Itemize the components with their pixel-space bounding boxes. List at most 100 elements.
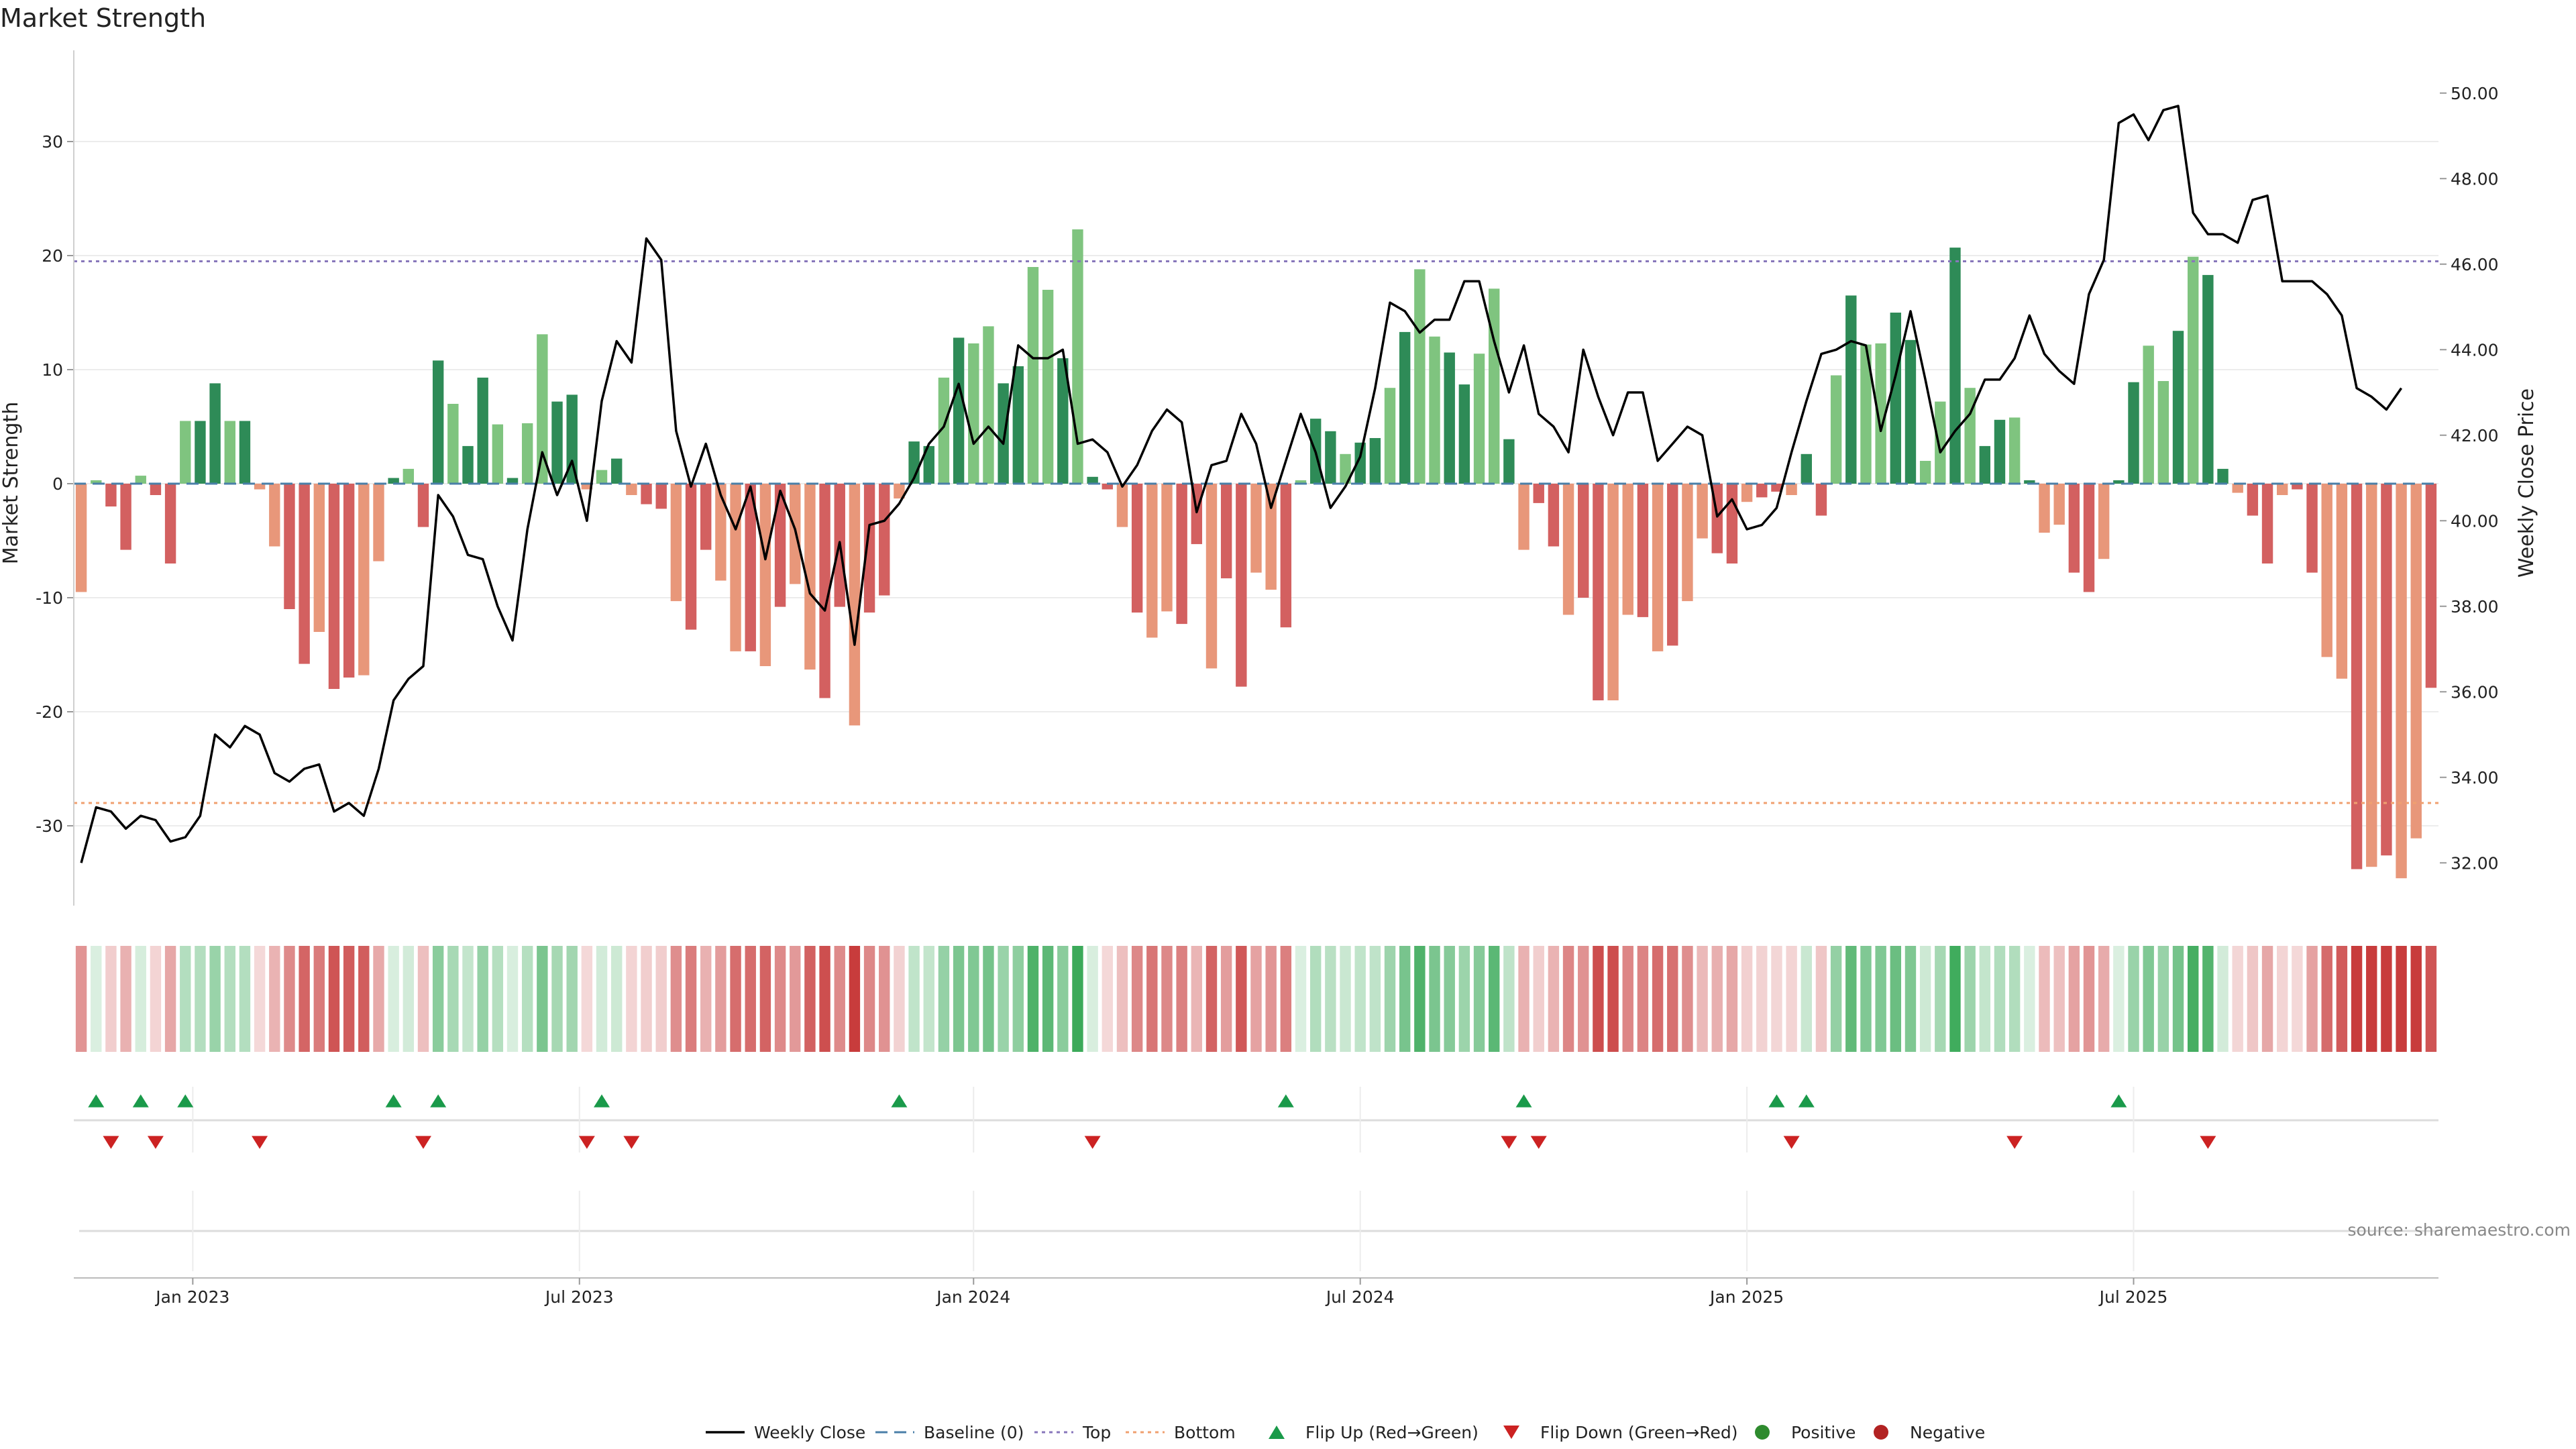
- strength-bar: [2098, 484, 2110, 559]
- heat-cell: [1949, 946, 1961, 1052]
- strength-bar: [1042, 290, 1054, 484]
- strength-bar: [1236, 484, 1247, 687]
- strength-bar: [700, 484, 712, 550]
- heat-cell: [2083, 946, 2095, 1052]
- strength-bar: [343, 484, 355, 678]
- heat-cell: [328, 946, 340, 1052]
- strength-bar: [566, 394, 578, 484]
- heat-cell: [1964, 946, 1976, 1052]
- y2-tick-label: 38.00: [2451, 597, 2499, 616]
- heat-cell: [135, 946, 146, 1052]
- strength-bar: [1682, 484, 1693, 602]
- strength-bar: [284, 484, 295, 609]
- strength-bar: [1815, 484, 1827, 516]
- heat-cell: [1384, 946, 1396, 1052]
- heat-cell: [2321, 946, 2332, 1052]
- strength-bar: [1146, 484, 1158, 638]
- strength-bar: [2113, 480, 2125, 484]
- heat-cell: [700, 946, 712, 1052]
- strength-bar: [1057, 358, 1069, 484]
- heat-cell: [819, 946, 830, 1052]
- heat-cell: [105, 946, 117, 1052]
- legend-label: Weekly Close: [754, 1423, 865, 1442]
- heat-cell: [1518, 946, 1529, 1052]
- heat-cell: [1250, 946, 1262, 1052]
- strength-bar: [1518, 484, 1529, 550]
- strength-bar: [1890, 313, 1902, 484]
- source-label: source: sharemaestro.com: [2348, 1220, 2571, 1240]
- heat-cell: [923, 946, 934, 1052]
- flip-down-marker: [252, 1136, 268, 1149]
- strength-bar: [1756, 484, 1768, 498]
- strength-bar: [968, 343, 979, 484]
- heat-cell: [1309, 946, 1322, 1052]
- heat-cell: [670, 946, 682, 1052]
- strength-bar: [879, 484, 890, 596]
- strength-bar: [923, 445, 934, 484]
- heat-cell: [1042, 946, 1054, 1052]
- strength-bar: [1935, 401, 1946, 484]
- strength-bar: [1786, 484, 1797, 495]
- heat-cell: [1801, 946, 1812, 1052]
- flip-up-marker: [430, 1094, 447, 1108]
- strength-bar: [1607, 484, 1619, 700]
- strength-bar: [1830, 375, 1842, 484]
- heat-cell: [938, 946, 950, 1052]
- strength-bar: [1369, 438, 1381, 484]
- heat-cell: [908, 946, 920, 1052]
- flip-down-marker: [103, 1136, 119, 1149]
- heat-cell: [953, 946, 965, 1052]
- strength-bar: [2261, 484, 2273, 564]
- heat-cell: [1935, 946, 1946, 1052]
- strength-bar: [983, 326, 994, 484]
- heat-cell: [2098, 946, 2110, 1052]
- legend-label: Baseline (0): [924, 1423, 1024, 1442]
- strength-bar: [1384, 388, 1396, 484]
- heat-cell: [2068, 946, 2080, 1052]
- strength-bar: [1116, 484, 1128, 527]
- strength-bar: [328, 484, 340, 689]
- strength-bar: [1875, 343, 1886, 484]
- heat-cell: [1205, 946, 1218, 1052]
- heat-cell: [1562, 946, 1574, 1052]
- heat-cell: [968, 946, 979, 1052]
- y-tick-label: -20: [36, 702, 63, 722]
- heat-cell: [1444, 946, 1455, 1052]
- x-tick-label: Jul 2025: [2098, 1287, 2168, 1307]
- heat-cell: [432, 946, 444, 1052]
- heat-cell: [804, 946, 816, 1052]
- heat-cell: [2024, 946, 2035, 1052]
- strength-bar: [998, 383, 1009, 484]
- flip-down-marker: [1084, 1136, 1101, 1149]
- strength-bar: [894, 484, 905, 499]
- strength-bar: [2336, 484, 2348, 679]
- strength-bar: [1340, 453, 1351, 484]
- heat-cell: [1994, 946, 2006, 1052]
- strength-bar: [953, 337, 965, 484]
- strength-bar: [2157, 381, 2169, 484]
- flip-up-marker: [1277, 1094, 1294, 1108]
- legend-positive-dot: [1755, 1425, 1770, 1440]
- strength-bar: [2396, 484, 2407, 879]
- heat-cell: [1116, 946, 1128, 1052]
- strength-bar: [313, 484, 325, 632]
- x-tick-label: Jul 2023: [544, 1287, 614, 1307]
- strength-bar: [715, 484, 727, 581]
- heat-cell: [299, 946, 310, 1052]
- reference-lines: [74, 260, 2438, 804]
- flip-up-marker: [385, 1094, 402, 1108]
- strength-bar: [551, 401, 563, 484]
- heat-cell: [269, 946, 280, 1052]
- y2-tick-label: 36.00: [2451, 682, 2499, 702]
- strength-bar: [254, 484, 266, 490]
- heat-cell: [2039, 946, 2050, 1052]
- y2-tick-label: 44.00: [2451, 340, 2499, 360]
- strength-bar: [209, 383, 221, 484]
- heat-cell: [462, 946, 474, 1052]
- heat-cell: [1682, 946, 1693, 1052]
- strength-bar: [105, 484, 117, 506]
- heat-cell: [2261, 946, 2273, 1052]
- flip-up-marker: [891, 1094, 908, 1108]
- heat-cell: [998, 946, 1009, 1052]
